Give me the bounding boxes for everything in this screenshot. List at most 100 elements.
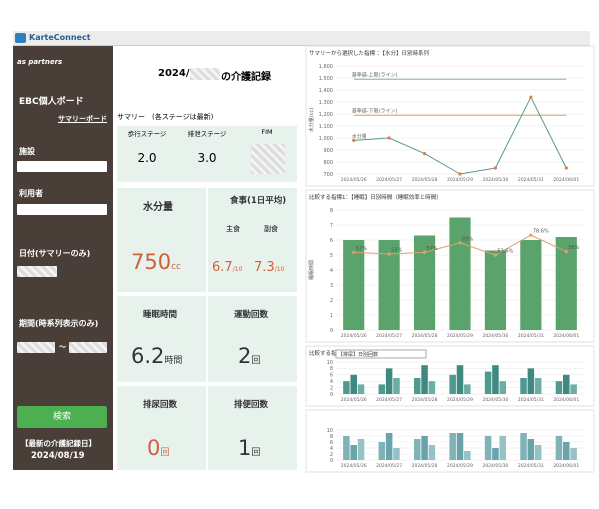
unit: cc xyxy=(171,262,181,272)
value: 2 xyxy=(238,344,252,368)
series-label: 基準値-上限(ライン) xyxy=(352,72,398,79)
period-start[interactable] xyxy=(17,342,55,353)
card-value: 750cc xyxy=(131,250,181,274)
bar xyxy=(464,451,471,460)
stage-label: 歩行ステージ xyxy=(127,130,167,138)
title-prefix: 2024/ xyxy=(158,68,190,79)
y-tick-label: 1,200 xyxy=(319,112,333,118)
bar xyxy=(350,374,357,394)
bar xyxy=(413,378,421,394)
stage-label: 排泄ステージ xyxy=(187,130,227,138)
main-panel: 2024/ の介護記録 サマリー (各ステージは最新) 歩行ステージ 排泄ステー… xyxy=(113,46,301,470)
data-label: 57% xyxy=(427,246,438,252)
board-title: EBC個人ボード xyxy=(19,97,84,107)
date-label: 日付(サマリーのみ) xyxy=(19,249,91,258)
unit: 時間 xyxy=(164,356,183,366)
point xyxy=(458,172,462,176)
card-value: 2回 xyxy=(238,344,260,368)
bar xyxy=(555,436,563,460)
dropdown[interactable] xyxy=(335,349,427,359)
date-input[interactable] xyxy=(17,266,57,277)
series-label: 水分量 xyxy=(352,133,367,140)
facility-label: 施設 xyxy=(19,147,35,156)
meal-card: 食事(1日平均) 主食 副食 6.7/10 7.3/10 xyxy=(208,188,297,292)
y-tick-label: 4 xyxy=(330,379,333,385)
value: 750 xyxy=(131,250,172,274)
unit: 回 xyxy=(251,448,261,458)
data-label: 53.6% xyxy=(497,249,513,255)
x-tick-label: 2024/05/26 xyxy=(341,177,367,183)
data-label: 55% xyxy=(391,248,402,254)
y-tick-label: 6 xyxy=(330,440,333,446)
staple-value: 6.7/10 xyxy=(212,256,242,275)
user-select[interactable] xyxy=(17,204,107,215)
logo-text: KarteConnect xyxy=(29,33,91,42)
y-tick-label: 0 xyxy=(330,392,333,398)
side-label: 副食 xyxy=(264,225,278,233)
x-tick-label: 2024/05/30 xyxy=(482,177,508,183)
point xyxy=(529,233,533,237)
bar xyxy=(464,384,471,394)
x-tick-label: 2024/06/01 xyxy=(553,177,579,183)
bar xyxy=(357,439,365,460)
x-tick-label: 2024/05/31 xyxy=(518,397,544,403)
value: 1 xyxy=(238,436,252,460)
bar xyxy=(527,368,535,394)
unit: /10 xyxy=(274,266,285,273)
unit: /10 xyxy=(232,266,243,273)
bar xyxy=(343,436,350,460)
stage-value: 2.0 xyxy=(137,151,157,165)
y-tick-label: 1,300 xyxy=(319,100,333,106)
y-tick-label: 3 xyxy=(330,283,333,289)
x-tick-label: 2024/05/31 xyxy=(518,333,544,339)
point xyxy=(422,152,427,156)
bar xyxy=(555,381,563,394)
x-tick-label: 2024/05/27 xyxy=(376,333,402,339)
card-label: 食事(1日平均) xyxy=(230,196,287,206)
bar xyxy=(378,442,386,460)
x-tick-label: 2024/05/27 xyxy=(376,397,402,403)
bar xyxy=(555,237,577,330)
bar xyxy=(449,374,456,394)
summary-link[interactable]: サマリーボード xyxy=(58,115,107,123)
x-tick-label: 2024/05/29 xyxy=(447,463,473,469)
card-label: 排便回数 xyxy=(234,400,269,410)
point xyxy=(352,138,356,142)
y-tick-label: 5 xyxy=(330,253,333,259)
bar xyxy=(449,433,456,460)
point xyxy=(493,253,498,257)
chart-title: 比較する指標2 xyxy=(309,349,346,357)
chart-title: サマリーから選択した指標 ：【水分】日別時系列 xyxy=(309,49,429,57)
y-tick-label: 7 xyxy=(330,223,333,229)
bar xyxy=(456,365,464,394)
bar xyxy=(570,384,577,394)
bar xyxy=(456,433,464,460)
x-tick-label: 2024/06/01 xyxy=(553,333,579,339)
stage-value: 3.0 xyxy=(197,151,217,165)
x-tick-label: 2024/05/29 xyxy=(447,397,473,403)
fim-blur xyxy=(251,144,285,174)
y-tick-label: 2 xyxy=(330,385,333,391)
search-button[interactable]: 検索 xyxy=(17,406,107,428)
bar xyxy=(393,448,400,460)
y-tick-label: 8 xyxy=(330,208,333,214)
facility-select[interactable] xyxy=(17,161,107,172)
x-tick-label: 2024/05/28 xyxy=(412,177,438,183)
bar xyxy=(378,384,386,394)
stage-table: 歩行ステージ 排泄ステージ FIM 2.0 3.0 xyxy=(117,126,297,182)
bar xyxy=(350,445,357,460)
bar xyxy=(449,217,471,330)
side-value: 7.3/10 xyxy=(254,256,284,275)
bar xyxy=(428,381,436,394)
x-tick-label: 2024/05/31 xyxy=(518,463,544,469)
x-tick-label: 2024/05/29 xyxy=(447,333,473,339)
period-end[interactable] xyxy=(69,342,107,353)
top-bar: KarteConnect xyxy=(13,31,590,46)
latest-date: 2024/08/19 xyxy=(31,451,85,461)
x-tick-label: 2024/06/01 xyxy=(553,463,579,469)
x-tick-label: 2024/05/26 xyxy=(341,333,367,339)
bar xyxy=(520,378,527,394)
point xyxy=(422,250,427,254)
latest-label: 【最新の介護記録日】 xyxy=(21,439,96,448)
bar xyxy=(492,448,499,460)
